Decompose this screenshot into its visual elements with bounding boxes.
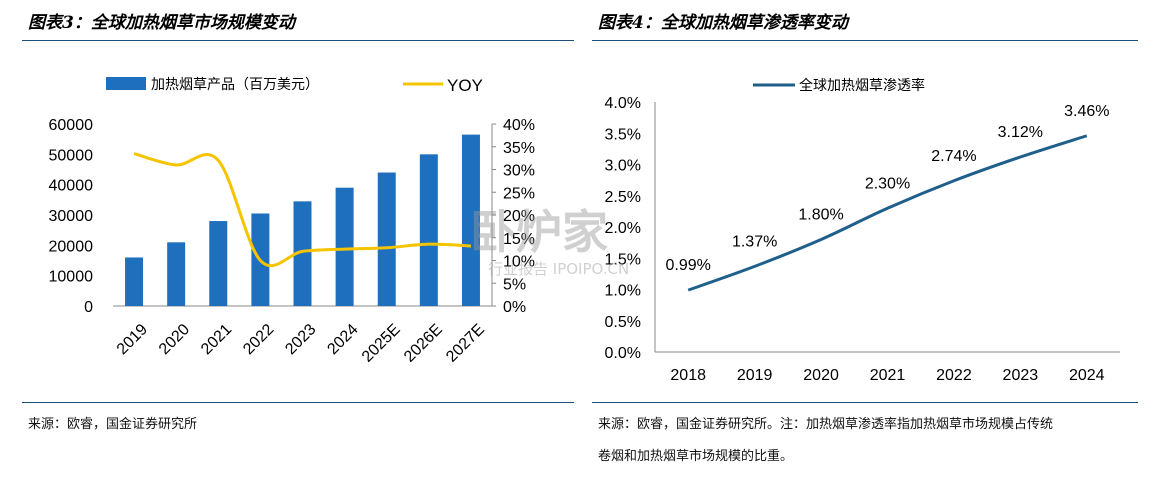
legend-yoy-label: YOY [447, 76, 483, 95]
penetration-data-label: 0.99% [666, 257, 711, 274]
penetration-y-tick-label: 0.5% [605, 314, 641, 331]
left-y-tick-label: 40000 [49, 178, 94, 195]
penetration-data-label: 3.46% [1064, 103, 1109, 120]
legend-bar-label: 加热烟草产品（百万美元） [151, 77, 319, 93]
right-y-tick-label: 0% [503, 299, 526, 316]
penetration-x-tick-label: 2021 [870, 367, 906, 384]
right-y-tick-label: 15% [503, 231, 535, 248]
penetration-data-label: 2.74% [931, 148, 976, 165]
penetration-x-tick-label: 2020 [803, 367, 839, 384]
left-y-tick-label: 60000 [49, 117, 94, 134]
left-y-tick-label: 10000 [49, 269, 94, 286]
penetration-data-label: 1.80% [798, 207, 843, 224]
bar-2026E [419, 154, 438, 306]
penetration-y-tick-label: 2.0% [605, 220, 641, 237]
bar-2024 [335, 187, 354, 306]
bar-2025E [377, 172, 396, 306]
penetration-x-tick-label: 2019 [737, 367, 773, 384]
penetration-x-tick-label: 2022 [936, 367, 972, 384]
left-source: 来源：欧睿，国金证券研究所 [28, 417, 198, 432]
penetration-x-tick-label: 2018 [670, 367, 706, 384]
penetration-data-label: 3.12% [998, 124, 1043, 141]
right-y-tick-label: 20% [503, 208, 535, 225]
left-source-divider [22, 402, 574, 403]
left-y-tick-label: 20000 [49, 238, 94, 255]
left-title-divider [22, 40, 574, 41]
bar-2021 [209, 221, 228, 306]
left-y-tick-label: 50000 [49, 147, 94, 164]
left-y-tick-label: 30000 [49, 208, 94, 225]
penetration-y-tick-label: 0.0% [605, 345, 641, 362]
left-y-tick-label: 0 [84, 299, 93, 316]
penetration-y-tick-label: 3.0% [605, 158, 641, 175]
right-y-tick-label: 5% [503, 276, 526, 293]
penetration-y-tick-label: 1.0% [605, 283, 641, 300]
right-y-tick-label: 10% [503, 254, 535, 271]
market-size-chart: 0 10000 20000 30000 40000 50000 60000 0% 5% 10% 15… [49, 76, 536, 366]
right-y-tick-label: 40% [503, 117, 535, 134]
right-source-line1: 来源：欧睿，国金证券研究所。注：加热烟草渗透率指加热烟草市场规模占传统 [598, 417, 1054, 432]
penetration-data-label: 1.37% [732, 233, 777, 250]
legend-bar-swatch [106, 77, 146, 90]
penetration-y-tick-label: 2.5% [605, 189, 641, 206]
right-y-tick-label: 30% [503, 163, 535, 180]
right-source-line2: 卷烟和加热烟草市场规模的比重。 [598, 449, 794, 464]
penetration-y-tick-label: 4.0% [605, 95, 641, 112]
right-y-tick-label: 35% [503, 140, 535, 157]
right-y-tick-label: 25% [503, 185, 535, 202]
right-source-divider [592, 402, 1138, 403]
left-chart-title: 图表3：全球加热烟草市场规模变动 [28, 13, 295, 33]
penetration-data-label: 2.30% [865, 175, 910, 192]
penetration-x-tick-label: 2023 [1003, 367, 1039, 384]
legend-penetration-label: 全球加热烟草渗透率 [799, 77, 925, 94]
penetration-y-tick-label: 1.5% [605, 251, 641, 268]
penetration-chart: 0.0% 0.5% 1.0% 1.5% 2.0% 2.5% 3.0% 3.5% 4.0% 2018… [605, 77, 1120, 384]
penetration-x-tick-label: 2024 [1069, 367, 1105, 384]
bar-2020 [167, 242, 186, 306]
yoy-line [133, 152, 472, 268]
penetration-line [687, 134, 1088, 292]
bar-2019 [125, 257, 144, 306]
right-chart-title: 图表4：全球加热烟草渗透率变动 [598, 13, 848, 33]
bar-2027E [461, 134, 480, 306]
right-title-divider [592, 40, 1138, 41]
bar-2023 [293, 201, 312, 306]
penetration-y-tick-label: 3.5% [605, 126, 641, 143]
